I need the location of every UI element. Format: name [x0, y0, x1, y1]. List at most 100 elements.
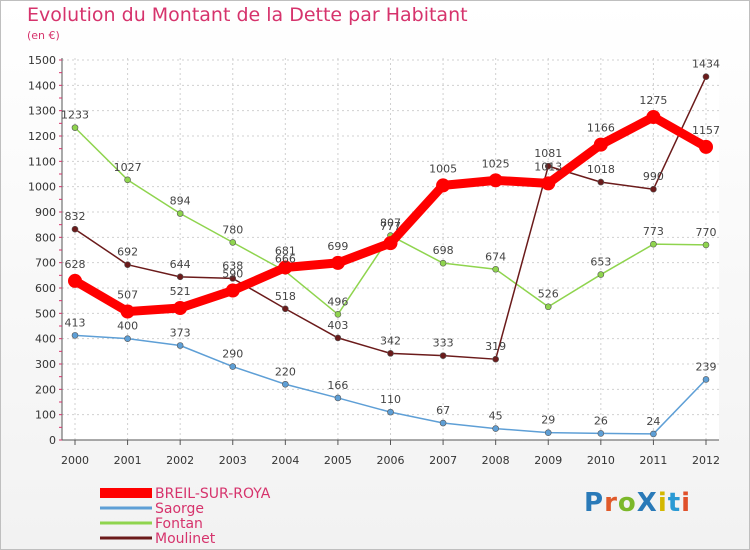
y-tick-label: 400 — [35, 333, 56, 346]
data-label-breil-sur-roya: 1005 — [429, 162, 457, 175]
data-label-fontan: 1027 — [114, 161, 142, 174]
data-label-moulinet: 990 — [643, 170, 664, 183]
x-tick-label: 2007 — [429, 454, 457, 467]
x-tick-label: 2012 — [692, 454, 720, 467]
y-tick-label: 300 — [35, 358, 56, 371]
data-point-breil-sur-roya — [699, 139, 713, 154]
data-label-moulinet: 692 — [117, 246, 138, 259]
data-label-fontan: 653 — [590, 256, 611, 269]
data-point-saorge — [124, 335, 131, 342]
data-point-moulinet — [439, 352, 447, 359]
data-point-fontan — [702, 241, 710, 249]
data-label-moulinet: 1081 — [534, 147, 562, 160]
data-label-saorge: 26 — [594, 414, 608, 427]
legend-label-fontan: Fontan — [155, 516, 203, 532]
x-tick-label: 2006 — [377, 454, 405, 467]
y-tick-label: 200 — [35, 383, 56, 396]
data-label-saorge: 413 — [65, 316, 86, 329]
y-tick-label: 1300 — [28, 105, 56, 118]
data-point-moulinet — [124, 261, 131, 268]
data-point-saorge — [229, 363, 237, 370]
data-label-saorge: 67 — [436, 404, 450, 417]
data-point-breil-sur-roya — [278, 260, 293, 275]
x-tick-label: 2005 — [324, 454, 352, 467]
x-tick-label: 2000 — [61, 454, 89, 467]
x-tick-label: 2004 — [271, 454, 299, 467]
data-label-fontan: 496 — [327, 295, 348, 308]
data-point-moulinet — [282, 305, 289, 313]
data-point-saorge — [176, 342, 184, 349]
data-label-fontan: 780 — [222, 223, 243, 236]
data-point-moulinet — [597, 178, 605, 186]
data-point-saorge — [544, 429, 552, 436]
data-label-fontan: 1233 — [61, 109, 89, 122]
data-label-breil-sur-roya: 699 — [327, 240, 348, 253]
data-label-breil-sur-roya: 1275 — [639, 94, 667, 107]
legend-label-breil-sur-roya: BREIL-SUR-ROYA — [155, 486, 271, 502]
chart-title: Evolution du Montant de la Dette par Hab… — [27, 4, 468, 26]
data-point-fontan — [439, 259, 447, 267]
y-tick-label: 700 — [35, 257, 56, 270]
x-tick-label: 2008 — [482, 454, 510, 467]
data-point-breil-sur-roya — [436, 178, 451, 193]
data-point-fontan — [124, 176, 131, 184]
y-tick-label: 900 — [35, 206, 56, 219]
data-point-saorge — [334, 394, 342, 402]
data-label-saorge: 110 — [380, 393, 401, 406]
data-label-saorge: 220 — [275, 365, 296, 378]
data-point-breil-sur-roya — [173, 301, 188, 316]
legend-swatch-fontan — [100, 521, 152, 525]
data-label-moulinet: 1434 — [692, 58, 720, 71]
data-label-saorge: 239 — [696, 360, 717, 373]
y-tick-label: 500 — [35, 307, 56, 320]
data-label-breil-sur-roya: 1166 — [587, 122, 615, 135]
data-point-breil-sur-roya — [330, 255, 345, 270]
data-label-saorge: 24 — [646, 415, 660, 428]
x-tick-label: 2009 — [534, 454, 562, 467]
data-point-breil-sur-roya — [68, 273, 82, 288]
data-point-moulinet — [176, 273, 184, 281]
data-point-breil-sur-roya — [541, 176, 556, 191]
data-point-breil-sur-roya — [593, 137, 608, 152]
data-label-fontan: 526 — [538, 288, 559, 301]
data-label-moulinet: 832 — [65, 210, 86, 223]
data-point-saorge — [282, 380, 289, 388]
y-tick-label: 1000 — [28, 181, 56, 194]
data-label-fontan: 894 — [170, 195, 191, 208]
y-tick-label: 0 — [49, 434, 56, 447]
data-label-breil-sur-roya: 521 — [170, 285, 191, 298]
data-point-moulinet — [387, 350, 394, 357]
x-tick-label: 2003 — [219, 454, 247, 467]
x-tick-label: 2002 — [166, 454, 194, 467]
y-tick-label: 1100 — [28, 155, 56, 168]
data-label-breil-sur-roya: 590 — [222, 268, 243, 281]
data-label-moulinet: 518 — [275, 290, 296, 303]
data-point-breil-sur-roya — [488, 173, 503, 188]
data-label-moulinet: 403 — [327, 319, 348, 332]
data-point-moulinet — [229, 275, 237, 282]
data-label-breil-sur-roya: 1013 — [534, 160, 562, 173]
data-point-breil-sur-roya — [383, 236, 398, 251]
data-label-breil-sur-roya: 681 — [275, 244, 296, 257]
data-label-breil-sur-roya: 777 — [380, 220, 401, 233]
data-label-saorge: 166 — [327, 379, 348, 392]
data-point-moulinet — [650, 185, 657, 193]
y-tick-label: 600 — [35, 282, 56, 295]
legend-label-saorge: Saorge — [155, 501, 204, 517]
chart-unit: (en €) — [27, 29, 60, 42]
data-point-fontan — [71, 124, 79, 131]
y-tick-label: 1200 — [28, 130, 56, 143]
x-tick-label: 2010 — [587, 454, 615, 467]
data-label-fontan: 666 — [275, 252, 296, 265]
data-point-moulinet — [544, 162, 552, 170]
data-label-fontan: 807 — [380, 217, 401, 230]
x-tick-label: 2011 — [639, 454, 667, 467]
data-label-breil-sur-roya: 507 — [117, 289, 138, 302]
data-label-moulinet: 342 — [380, 334, 401, 347]
data-label-saorge: 45 — [489, 410, 503, 423]
data-point-breil-sur-roya — [225, 283, 240, 298]
data-point-saorge — [650, 430, 657, 438]
data-point-saorge — [387, 408, 394, 416]
data-point-moulinet — [71, 225, 79, 233]
legend-label-moulinet: Moulinet — [155, 531, 216, 547]
